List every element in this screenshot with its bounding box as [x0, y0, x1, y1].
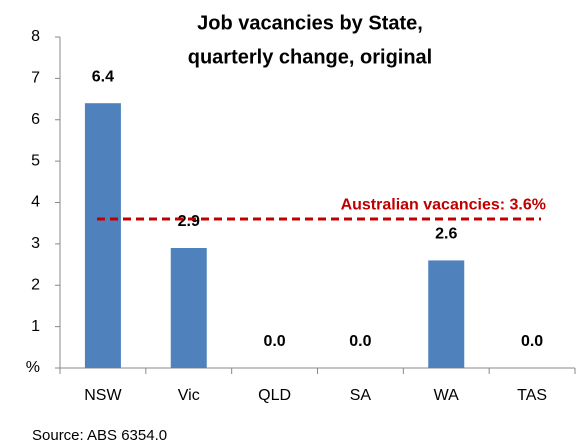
x-tick-label: Vic: [178, 387, 200, 404]
bar: [428, 260, 465, 368]
y-tick-label: 8: [31, 28, 40, 45]
chart-title: Job vacancies by State,: [197, 12, 423, 34]
value-label: 0.0: [521, 333, 543, 350]
y-tick-label: 4: [31, 194, 40, 211]
chart-title: quarterly change, original: [188, 46, 433, 68]
x-tick-label: SA: [350, 387, 372, 404]
x-tick-label: NSW: [84, 387, 122, 404]
reference-label: Australian vacancies: 3.6%: [341, 196, 546, 213]
value-label: 2.6: [435, 226, 457, 243]
x-tick-label: WA: [434, 387, 460, 404]
value-label: 0.0: [349, 333, 371, 350]
y-tick-label: %: [26, 359, 40, 376]
value-label: 0.0: [263, 333, 285, 350]
y-tick-label: 6: [31, 111, 40, 128]
y-tick-label: 3: [31, 235, 40, 252]
y-tick-label: 5: [31, 152, 40, 169]
value-label: 6.4: [92, 68, 114, 85]
bar: [170, 248, 207, 368]
value-label: 2.9: [178, 213, 200, 230]
y-tick-label: 2: [31, 276, 40, 293]
source-note: Source: ABS 6354.0: [32, 427, 167, 444]
y-tick-label: 7: [31, 70, 40, 87]
x-tick-label: TAS: [517, 387, 547, 404]
x-tick-label: QLD: [258, 387, 291, 404]
y-tick-label: 1: [31, 318, 40, 335]
bar: [84, 103, 121, 368]
